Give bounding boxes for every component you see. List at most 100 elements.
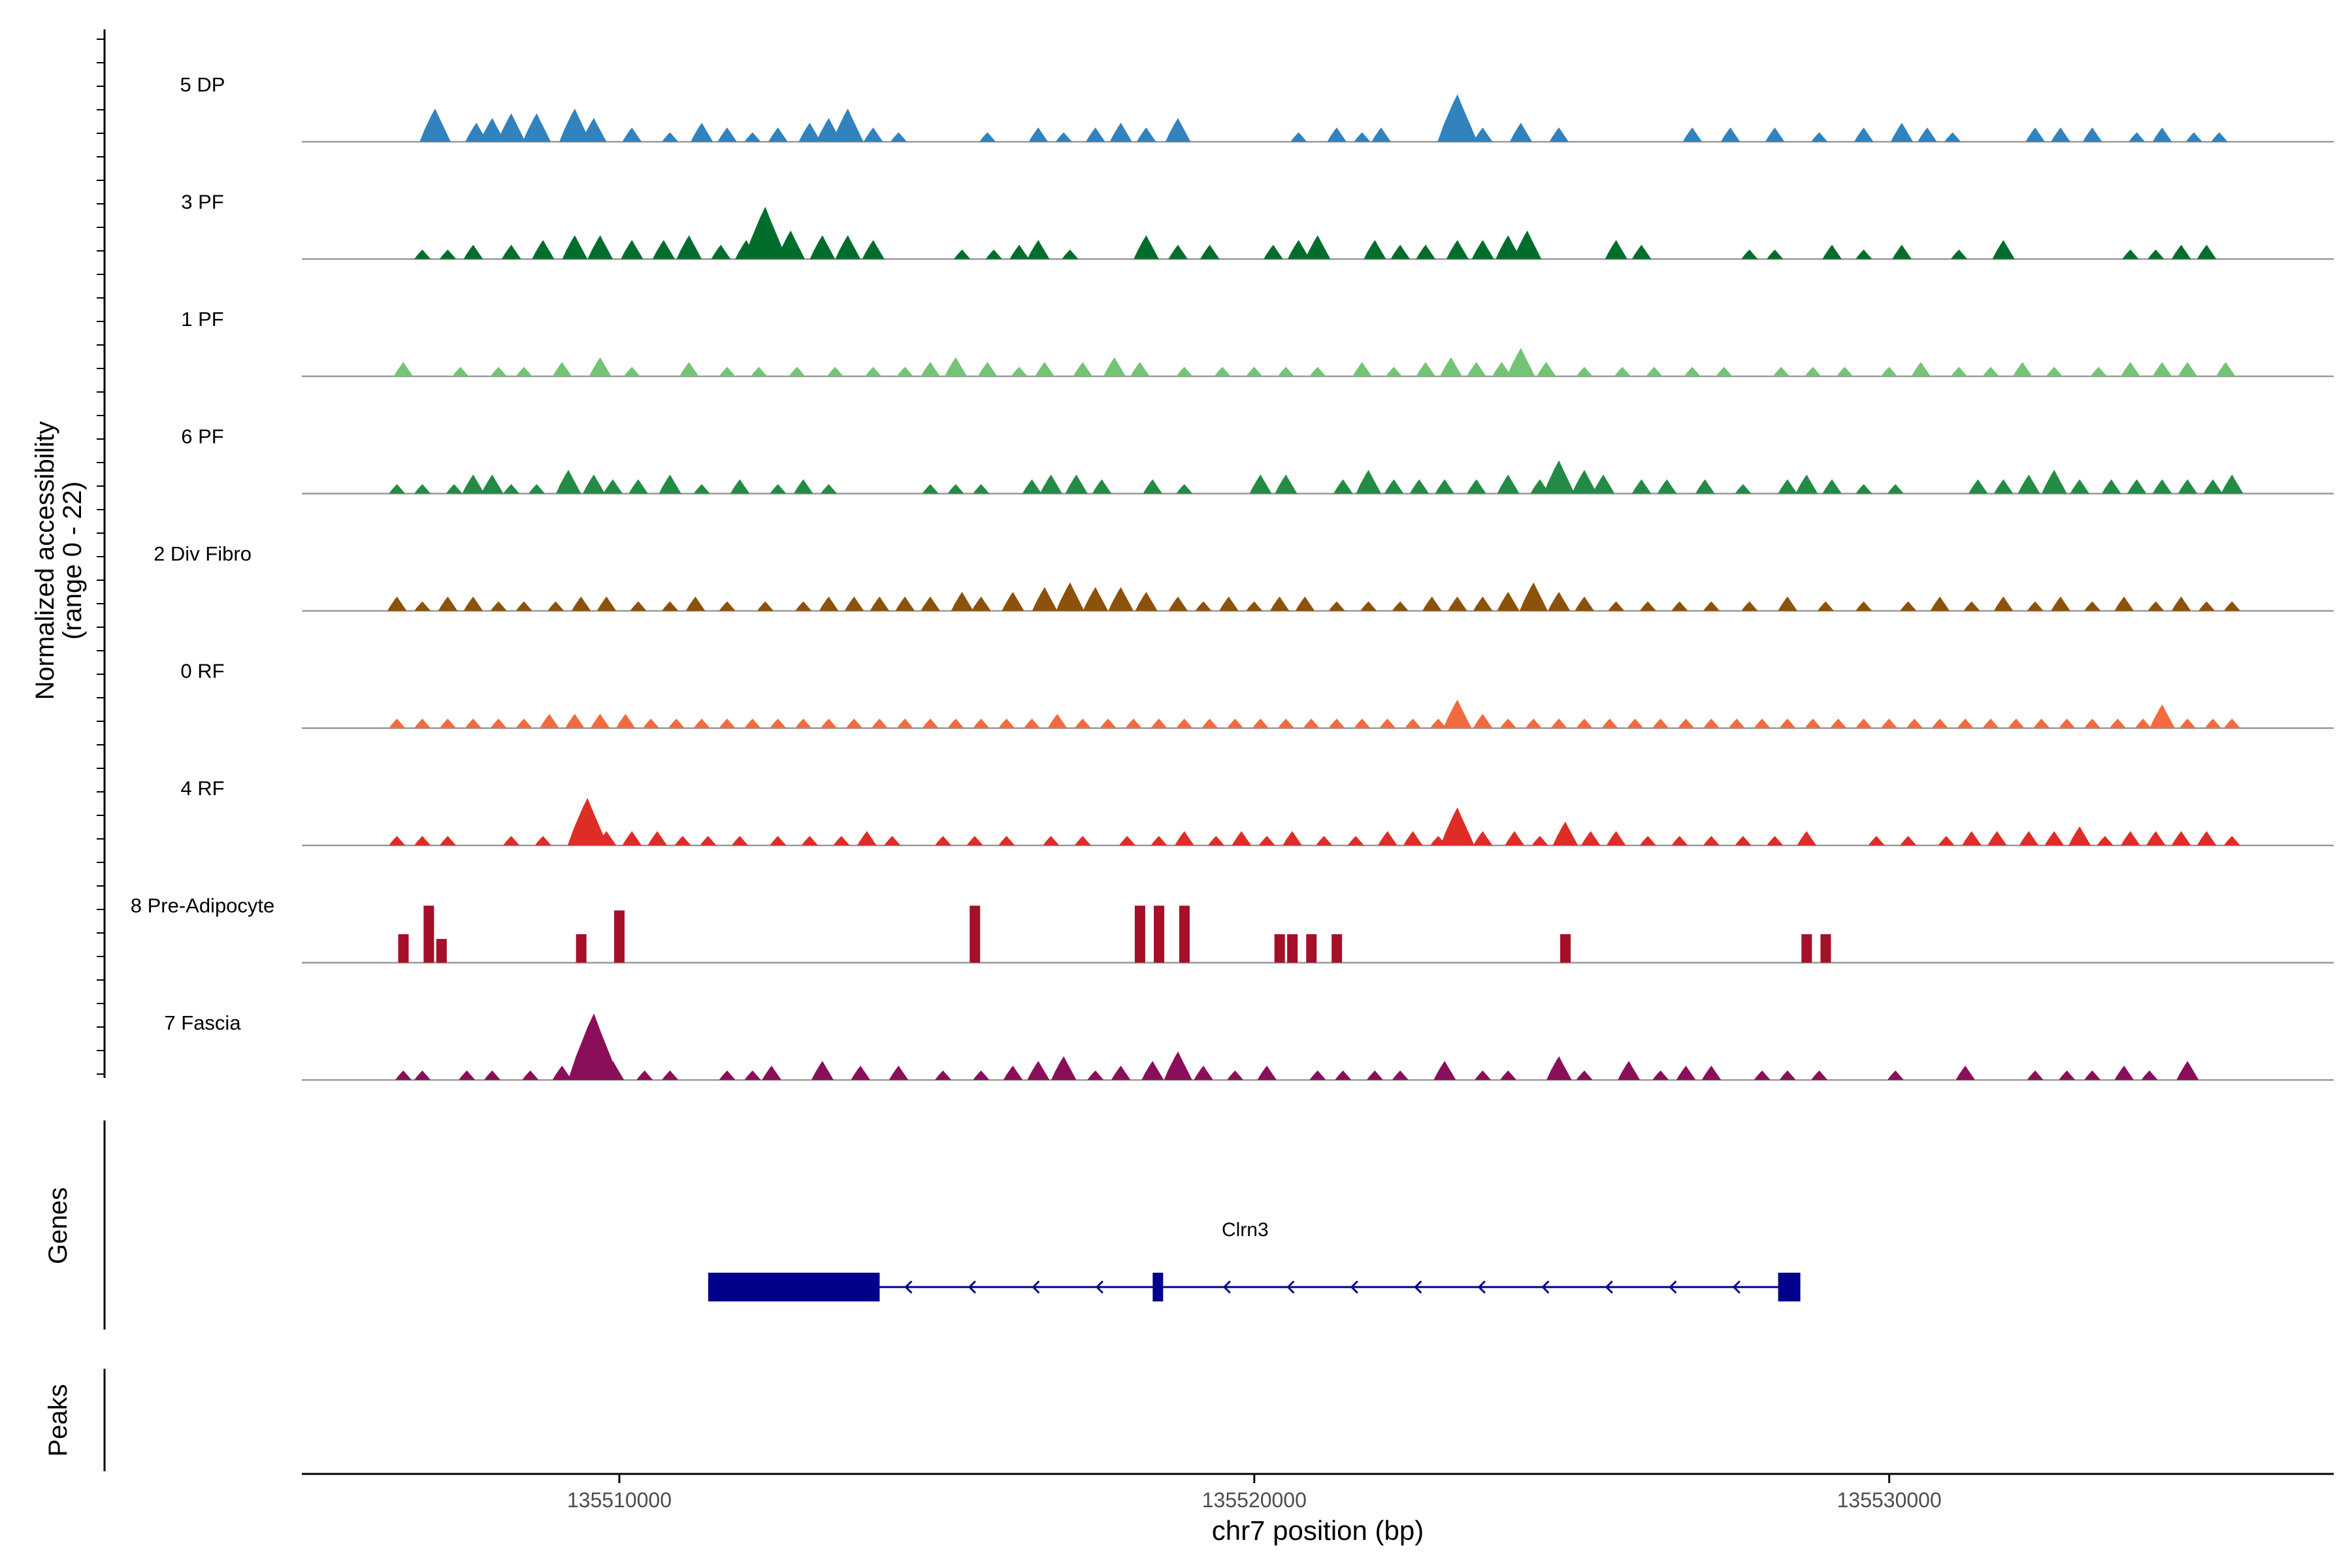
coverage-peak	[459, 1070, 476, 1080]
coverage-peak	[2172, 596, 2191, 611]
coverage-peak	[2134, 718, 2151, 728]
coverage-peak	[972, 596, 991, 611]
coverage-peak	[1631, 479, 1652, 494]
coverage-peak	[2027, 601, 2044, 611]
coverage-peak	[1778, 479, 1797, 494]
coverage-peak	[1701, 1066, 1722, 1080]
track-label: 3 PF	[181, 191, 223, 214]
coverage-peak	[2122, 249, 2139, 259]
coverage-peak	[1083, 587, 1109, 611]
coverage-peak	[1100, 718, 1117, 728]
coverage-peak	[835, 235, 861, 259]
coverage-peak	[1154, 906, 1165, 963]
coverage-peak	[463, 244, 483, 259]
coverage-peak	[414, 249, 431, 259]
coverage-peak	[1576, 1070, 1593, 1080]
coverage-peak	[2051, 596, 2070, 611]
coverage-peak	[1607, 831, 1626, 845]
coverage-peak	[1951, 249, 1968, 259]
coverage-peak	[1855, 249, 1872, 259]
coverage-peak	[568, 1013, 620, 1080]
gene-exon	[1152, 1273, 1164, 1301]
coverage-peak	[393, 362, 414, 376]
strand-arrow	[1414, 1280, 1422, 1294]
coverage-peak	[1471, 240, 1494, 259]
coverage-peak	[1290, 132, 1307, 142]
coverage-peak	[751, 367, 768, 376]
coverage-peak	[419, 108, 451, 142]
coverage-peak	[795, 718, 812, 728]
coverage-peak	[1930, 596, 1950, 611]
coverage-peak	[1906, 718, 1923, 728]
coverage-peak	[1473, 831, 1493, 845]
strand-arrow	[1541, 1280, 1550, 1294]
coverage-peak	[1002, 591, 1024, 611]
coverage-peak	[1605, 240, 1627, 259]
coverage-peak	[463, 596, 483, 611]
coverage-peak	[2127, 479, 2147, 494]
coverage-peak	[1676, 1066, 1696, 1080]
coverage-peak	[623, 367, 640, 376]
coverage-peak	[1379, 718, 1396, 728]
coverage-peak	[1354, 718, 1371, 728]
coverage-peak	[2110, 718, 2127, 728]
coverage-peak	[1200, 244, 1220, 259]
coverage-peak	[1767, 836, 1784, 845]
coverage-peak	[1179, 906, 1190, 963]
coverage-peak	[2176, 1060, 2199, 1080]
coverage-peak	[1027, 1060, 1050, 1080]
coverage-peak	[985, 249, 1002, 259]
coverage-peak	[446, 483, 463, 494]
coverage-peak	[676, 235, 702, 259]
y-axis-label-line2: (range 0 - 22)	[58, 482, 87, 640]
coverage-peak	[1047, 713, 1068, 728]
coverage-peak	[1891, 122, 1914, 142]
coverage-peak	[973, 718, 990, 728]
coverage-peak	[602, 1060, 625, 1080]
coverage-peak	[1741, 249, 1758, 259]
coverage-peak	[2084, 718, 2101, 728]
coverage-peak	[1608, 601, 1625, 611]
coverage-peak	[819, 596, 839, 611]
coverage-peak	[662, 132, 679, 142]
strand-arrow	[1605, 1280, 1613, 1294]
coverage-peak	[2070, 479, 2089, 494]
x-axis-ticks: 135510000 135520000 135530000	[567, 1474, 1942, 1512]
coverage-peak	[2121, 831, 2140, 845]
coverage-peak	[662, 1070, 679, 1080]
coverage-peak	[870, 596, 890, 611]
coverage-peak	[770, 483, 787, 494]
coverage-peak	[1392, 601, 1409, 611]
coverage-peak	[565, 713, 585, 728]
coverage-peak	[762, 1066, 781, 1080]
coverage-peak	[857, 831, 877, 845]
coverage-peak	[2221, 474, 2244, 494]
coverage-peak	[1258, 836, 1275, 845]
coverage-peak	[1778, 596, 1797, 611]
coverage-peak	[966, 836, 983, 845]
coverage-peak	[1328, 601, 1345, 611]
coverage-peak	[1546, 1056, 1572, 1080]
gene-track	[708, 1273, 1801, 1301]
track-label: 6 PF	[181, 425, 223, 448]
coverage-peak	[1728, 718, 1745, 728]
coverage-peak	[501, 244, 521, 259]
coverage-peak	[414, 601, 431, 611]
coverage-peak	[1671, 836, 1688, 845]
coverage-peak	[1119, 836, 1135, 845]
coverage-peak	[896, 367, 913, 376]
coverage-peak	[1151, 718, 1168, 728]
coverage-peak	[1830, 718, 1847, 728]
coverage-peak	[1371, 127, 1391, 142]
coverage-peak	[1347, 836, 1364, 845]
track-6-pf: 6 PF	[181, 425, 2334, 495]
coverage-peak	[2172, 244, 2191, 259]
coverage-peak	[532, 240, 555, 259]
coverage-peak	[832, 108, 864, 142]
coverage-peak	[1364, 240, 1386, 259]
coverage-peak	[1887, 1070, 1904, 1080]
coverage-peak	[1405, 718, 1422, 728]
coverage-peak	[1208, 836, 1224, 845]
coverage-peak	[811, 1060, 834, 1080]
coverage-peak	[890, 132, 907, 142]
